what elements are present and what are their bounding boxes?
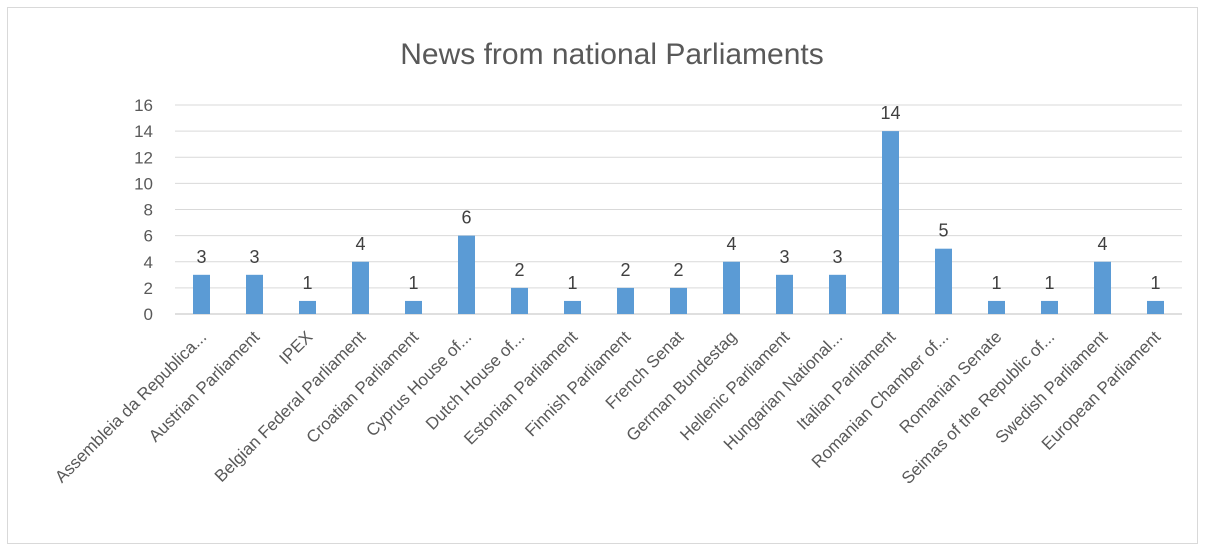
bar <box>405 300 422 314</box>
bars <box>193 131 1164 314</box>
x-axis-labels: Assembleia da Republica...Austrian Parli… <box>51 327 1164 488</box>
bar <box>458 235 475 314</box>
data-label: 3 <box>832 247 842 267</box>
bar <box>723 261 740 314</box>
bar <box>299 300 316 314</box>
data-label: 3 <box>249 247 259 267</box>
data-label: 2 <box>514 260 524 280</box>
y-tick-label: 4 <box>144 253 153 272</box>
y-tick-label: 0 <box>144 305 153 324</box>
bar <box>1147 300 1164 314</box>
bar <box>617 287 634 314</box>
bar <box>564 300 581 314</box>
y-tick-label: 6 <box>144 227 153 246</box>
y-tick-label: 12 <box>134 148 153 167</box>
y-tick-label: 2 <box>144 279 153 298</box>
data-label: 4 <box>355 234 365 254</box>
data-label: 14 <box>880 103 900 123</box>
bar <box>670 287 687 314</box>
data-label: 1 <box>991 273 1001 293</box>
data-label: 4 <box>726 234 736 254</box>
y-tick-label: 14 <box>134 122 153 141</box>
x-tick-label: IPEX <box>275 327 316 368</box>
data-label: 1 <box>302 273 312 293</box>
data-label: 1 <box>1150 273 1160 293</box>
gridlines <box>175 104 1182 315</box>
data-label: 4 <box>1097 234 1107 254</box>
data-label: 1 <box>1044 273 1054 293</box>
data-label: 3 <box>779 247 789 267</box>
y-tick-label: 16 <box>134 96 153 115</box>
data-label: 6 <box>461 208 471 228</box>
y-axis-ticks: 0 2 4 6 8 10 12 14 16 <box>134 96 153 324</box>
bar <box>776 274 793 314</box>
data-label: 5 <box>938 221 948 241</box>
bar <box>882 131 899 314</box>
data-label: 2 <box>673 260 683 280</box>
bar <box>1041 300 1058 314</box>
bar <box>1094 261 1111 314</box>
data-label: 1 <box>408 273 418 293</box>
data-label: 2 <box>620 260 630 280</box>
bar <box>935 248 952 314</box>
x-tick-label: Dutch House of... <box>422 327 528 433</box>
data-label: 1 <box>567 273 577 293</box>
bar <box>829 274 846 314</box>
y-tick-label: 10 <box>134 174 153 193</box>
x-tick-label: Italian Parliament <box>793 327 900 434</box>
data-label: 3 <box>196 247 206 267</box>
bar <box>193 274 210 314</box>
bar <box>246 274 263 314</box>
chart-title: News from national Parliaments <box>400 38 824 71</box>
bar <box>988 300 1005 314</box>
y-tick-label: 8 <box>144 201 153 220</box>
bar <box>352 261 369 314</box>
bar <box>511 287 528 314</box>
